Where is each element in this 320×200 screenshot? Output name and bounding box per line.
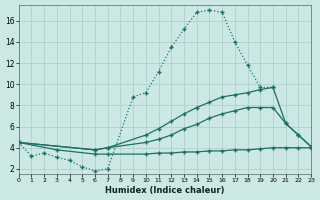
X-axis label: Humidex (Indice chaleur): Humidex (Indice chaleur) xyxy=(105,186,225,195)
